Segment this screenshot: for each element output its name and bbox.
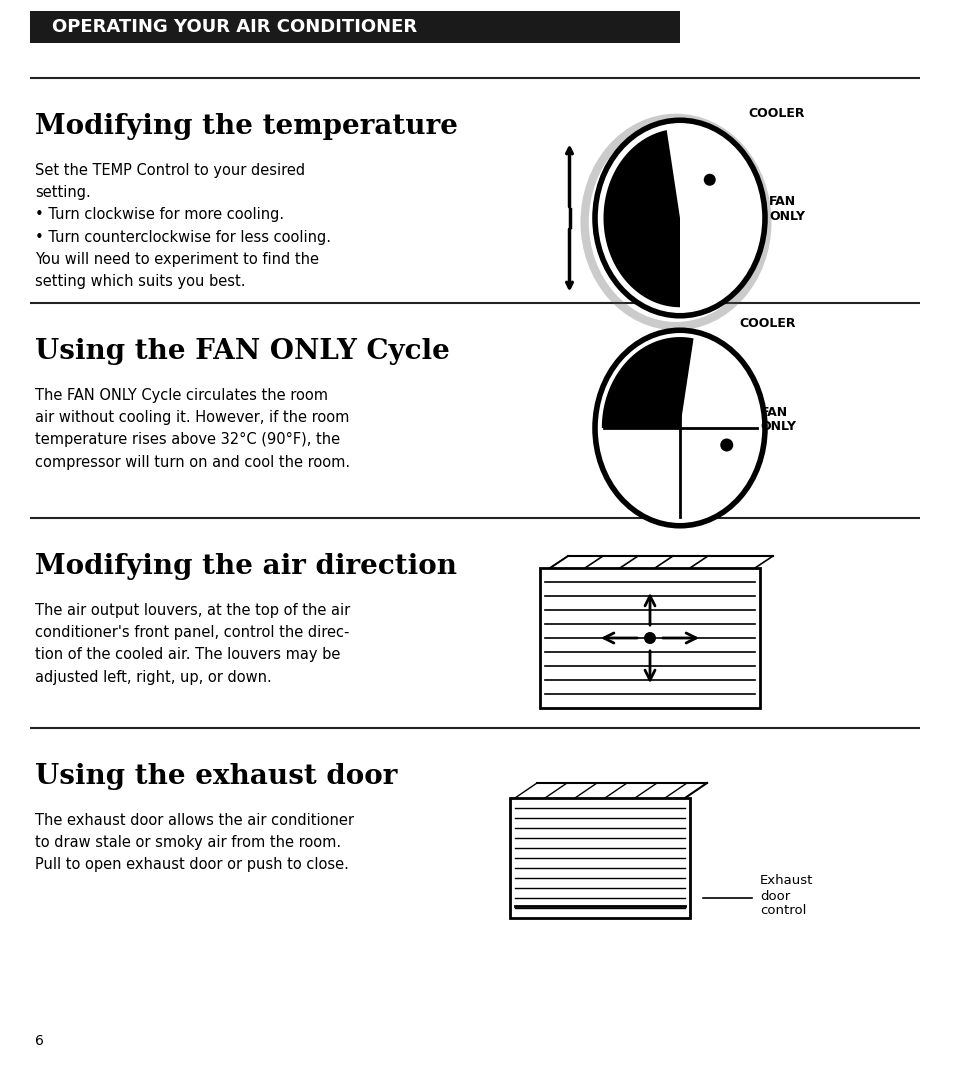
FancyBboxPatch shape: [539, 568, 760, 708]
FancyBboxPatch shape: [510, 798, 689, 918]
Circle shape: [703, 174, 715, 186]
Text: Using the exhaust door: Using the exhaust door: [35, 763, 397, 790]
Text: The air output louvers, at the top of the air
conditioner's front panel, control: The air output louvers, at the top of th…: [35, 603, 350, 685]
Text: COOLER: COOLER: [747, 107, 803, 120]
Circle shape: [643, 632, 656, 644]
Text: Set the TEMP Control to your desired
setting.
• Turn clockwise for more cooling.: Set the TEMP Control to your desired set…: [35, 163, 331, 289]
Text: Using the FAN ONLY Cycle: Using the FAN ONLY Cycle: [35, 338, 450, 365]
Ellipse shape: [595, 330, 764, 526]
Text: FAN
ONLY: FAN ONLY: [768, 195, 804, 223]
Text: Exhaust
door
control: Exhaust door control: [760, 874, 813, 917]
Text: Modifying the air direction: Modifying the air direction: [35, 553, 456, 580]
Text: 6: 6: [35, 1034, 44, 1048]
Text: COOLER: COOLER: [739, 318, 795, 330]
Text: FAN
ONLY: FAN ONLY: [760, 406, 796, 433]
Text: The exhaust door allows the air conditioner
to draw stale or smoky air from the : The exhaust door allows the air conditio…: [35, 813, 354, 872]
Text: The FAN ONLY Cycle circulates the room
air without cooling it. However, if the r: The FAN ONLY Cycle circulates the room a…: [35, 388, 350, 470]
FancyBboxPatch shape: [30, 11, 679, 43]
Text: Modifying the temperature: Modifying the temperature: [35, 113, 457, 139]
Circle shape: [720, 439, 733, 452]
Polygon shape: [603, 130, 679, 307]
Ellipse shape: [595, 120, 764, 315]
Polygon shape: [601, 337, 693, 428]
Text: OPERATING YOUR AIR CONDITIONER: OPERATING YOUR AIR CONDITIONER: [52, 17, 416, 35]
